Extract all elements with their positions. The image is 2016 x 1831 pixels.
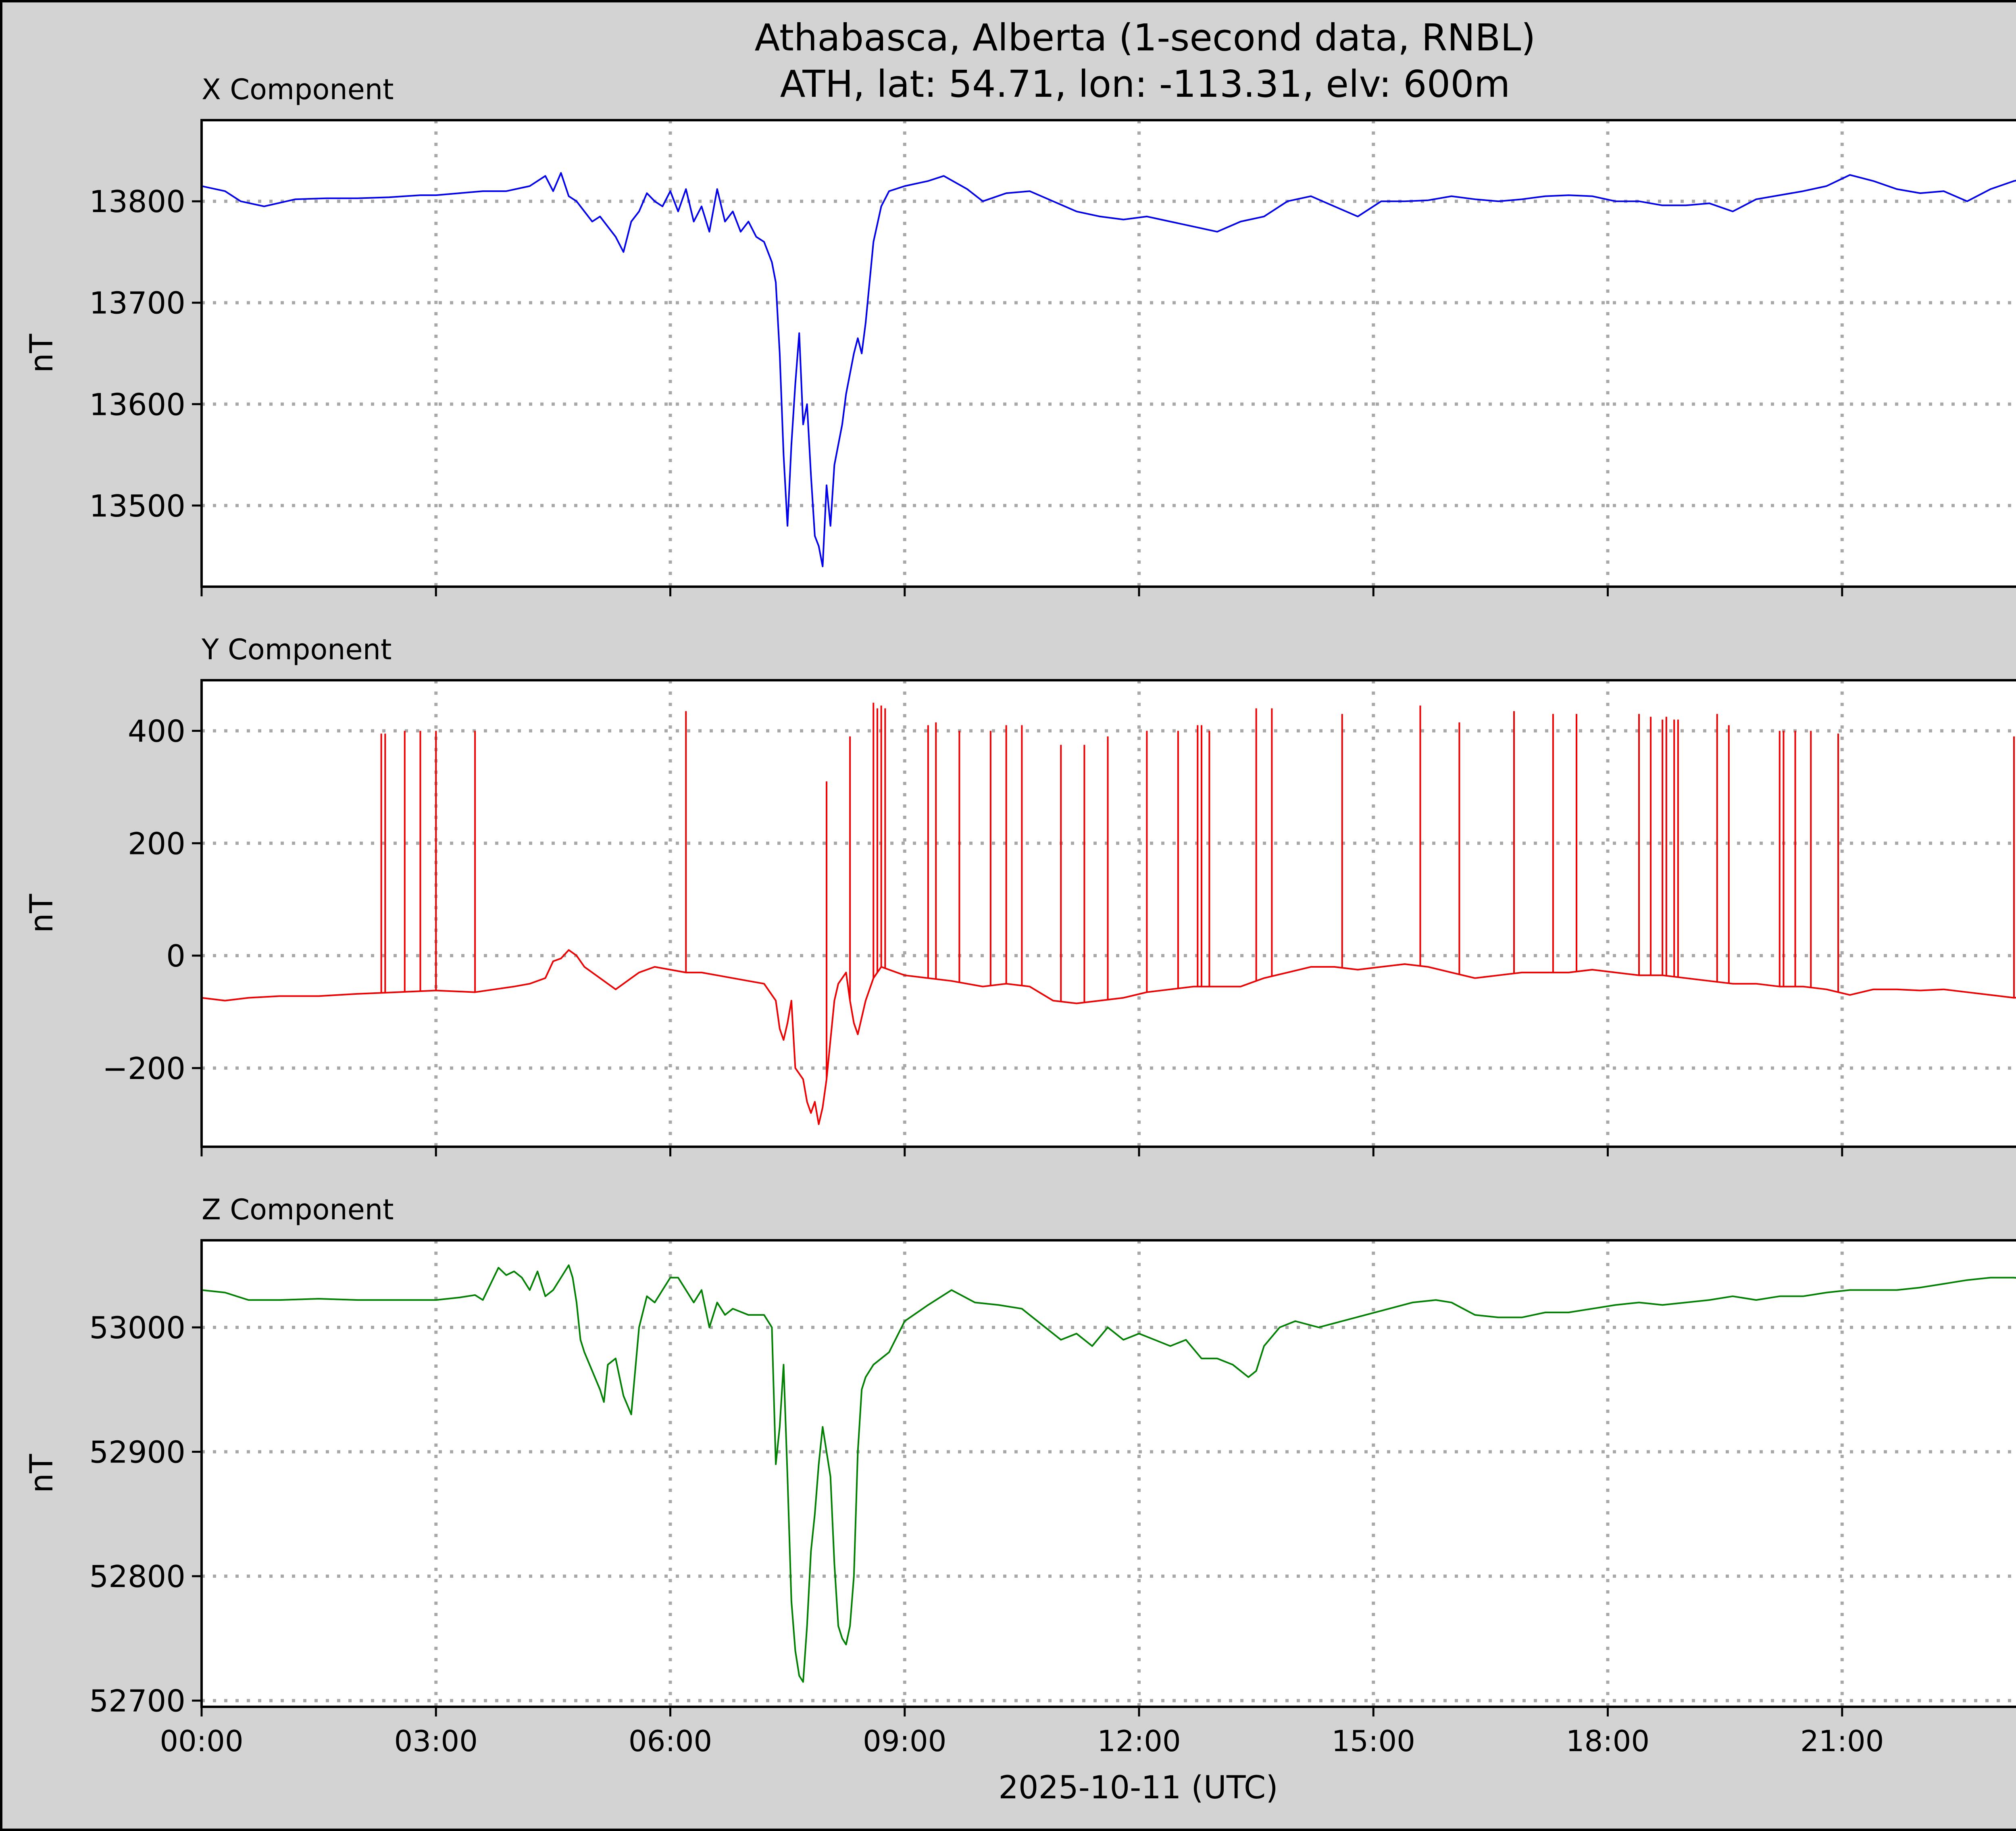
y-panel-title: Y Component: [201, 633, 392, 666]
y-grid: [202, 680, 2016, 1147]
figure-title-line1: Athabasca, Alberta (1-second data, RNBL): [755, 16, 1536, 59]
x-tick-label: 12:00: [1097, 1724, 1181, 1758]
z-series-line: [202, 1264, 2016, 1683]
x-tick-label: 18:00: [1566, 1724, 1650, 1758]
x-axis-label: 2025-10-11 (UTC): [998, 1770, 1278, 1806]
z-y-tick-label: 52800: [89, 1559, 185, 1594]
y-y-tick-label: 200: [128, 826, 185, 861]
z-grid: [202, 1240, 2016, 1707]
y-y-tick-label: 400: [128, 713, 185, 749]
x-tick-label: 15:00: [1332, 1724, 1416, 1758]
figure-title-line2: ATH, lat: 54.71, lon: -113.31, elv: 600m: [780, 62, 1510, 106]
x-tick-label: 21:00: [1800, 1724, 1884, 1758]
y-spikes: [380, 702, 2015, 1079]
z-y-tick-label: 52700: [89, 1683, 185, 1719]
z-panel-title: Z Component: [202, 1193, 394, 1226]
x-y-tick-label: 13500: [89, 488, 185, 524]
x-plot-area: [202, 120, 2016, 587]
y-plot-area: [202, 680, 2016, 1147]
x-tick-label: 06:00: [629, 1724, 712, 1758]
y-y-tick-label: −200: [102, 1051, 185, 1086]
x-y-tick-label: 13600: [89, 387, 185, 422]
x-panel-title: X Component: [202, 73, 394, 106]
panels: 13500 13600 13700 13800 X Component nT −200 0 20…: [24, 73, 2016, 1758]
y-y-axis-label: nT: [24, 894, 60, 933]
x-tick-label: 03:00: [394, 1724, 478, 1758]
z-y-axis-label: nT: [24, 1454, 60, 1493]
z-y-tick-label: 52900: [89, 1435, 185, 1470]
x-grid: [202, 120, 2016, 587]
y-y-tick-label: 0: [166, 938, 185, 974]
x-y-tick-label: 13800: [89, 184, 185, 219]
x-y-tick-label: 13700: [89, 285, 185, 321]
z-plot-area: [202, 1240, 2016, 1707]
x-y-axis-label: nT: [24, 334, 60, 373]
x-series-line: [202, 172, 2016, 567]
y-panel: −200 0 200 400 Y Component nT: [24, 633, 2016, 1156]
x-tick-label: 09:00: [863, 1724, 947, 1758]
x-tick-label: 00:00: [160, 1724, 244, 1758]
x-panel: 13500 13600 13700 13800 X Component nT: [24, 73, 2016, 596]
z-panel: 52700 52800 52900 53000 Z Component nT 00:00 03…: [24, 1193, 2016, 1758]
z-y-tick-label: 53000: [89, 1310, 185, 1346]
